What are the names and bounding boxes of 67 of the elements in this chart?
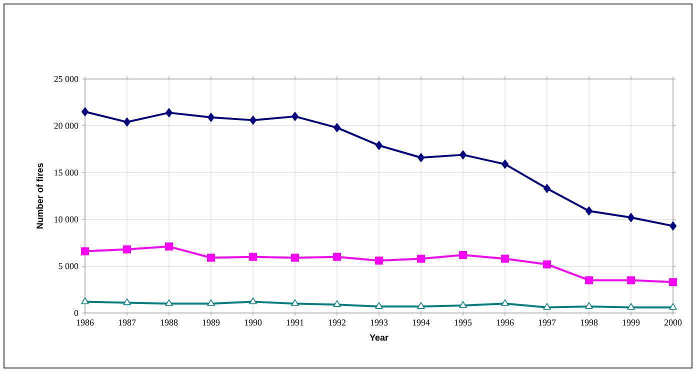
x-tick-label: 1992 — [328, 320, 346, 326]
x-tick-label: 1989 — [202, 320, 220, 326]
point — [291, 112, 299, 122]
point — [585, 276, 593, 284]
point — [291, 254, 299, 262]
point — [333, 300, 341, 307]
y-tick-label: 25 000 — [54, 76, 78, 82]
point — [417, 302, 425, 309]
point — [543, 260, 551, 268]
x-tick-label: 1999 — [622, 320, 640, 326]
point — [333, 123, 341, 132]
point — [501, 160, 509, 169]
point — [669, 303, 677, 310]
point — [669, 278, 677, 286]
point — [501, 299, 509, 306]
point — [291, 299, 299, 306]
point — [123, 298, 131, 306]
point — [165, 242, 173, 251]
point — [375, 256, 383, 265]
x-tick-label: 1991 — [286, 320, 304, 326]
point — [627, 276, 635, 284]
point — [543, 303, 551, 310]
point — [375, 140, 383, 150]
point — [627, 212, 635, 222]
point — [81, 247, 89, 256]
point — [585, 206, 593, 216]
point — [459, 150, 467, 160]
point — [543, 184, 551, 194]
point — [501, 254, 509, 263]
x-tick-label: 1997 — [538, 320, 556, 326]
x-tick-label: 1990 — [244, 320, 262, 326]
point — [123, 117, 131, 127]
point — [207, 112, 215, 122]
point — [417, 153, 425, 162]
x-tick-label: 1988 — [160, 320, 178, 326]
x-tick-label: 1986 — [76, 320, 94, 326]
x-tick-label: 1994 — [412, 320, 430, 326]
x-tick-label: 1998 — [580, 320, 598, 326]
point — [165, 299, 173, 306]
y-tick-label: 20 000 — [54, 122, 78, 129]
y-tick-label: 0 — [74, 310, 78, 316]
point — [459, 301, 467, 308]
point — [669, 221, 677, 231]
point — [207, 254, 215, 262]
point — [333, 252, 341, 261]
y-axis-title: Number of fires — [36, 163, 43, 229]
point — [375, 302, 383, 309]
point — [249, 252, 257, 261]
x-axis-title: Year — [370, 334, 388, 341]
x-tick-label: 1987 — [118, 320, 136, 326]
point — [249, 116, 257, 125]
point — [585, 302, 593, 309]
y-tick-label: 10 000 — [54, 216, 78, 222]
y-tick-label: 5 000 — [58, 263, 78, 270]
point — [459, 250, 467, 259]
x-tick-label: 1996 — [496, 320, 514, 326]
point — [249, 297, 257, 304]
x-tick-label: 1993 — [370, 320, 388, 326]
point — [207, 299, 215, 306]
point — [627, 303, 635, 310]
point — [417, 254, 425, 263]
point — [165, 108, 173, 118]
y-tick-label: 15 000 — [54, 170, 78, 176]
point — [81, 107, 89, 116]
x-tick-label: 1995 — [454, 320, 472, 326]
point — [123, 245, 131, 254]
x-tick-label: 2000 — [664, 320, 682, 326]
